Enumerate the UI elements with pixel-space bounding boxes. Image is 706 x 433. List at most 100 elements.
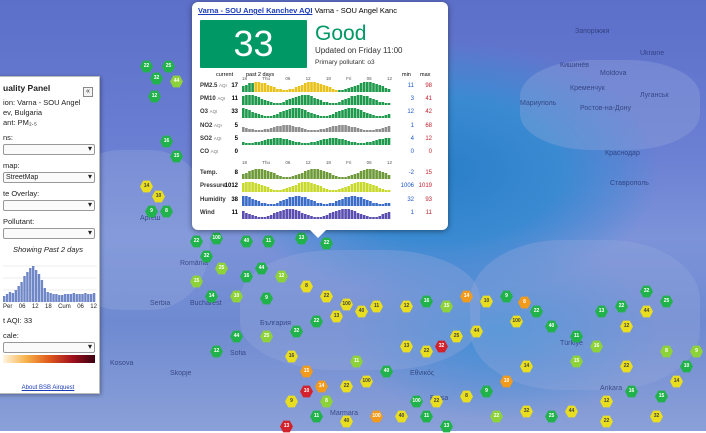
aqi-marker[interactable]: 40 [240, 235, 253, 248]
aqi-marker[interactable]: 12 [148, 90, 161, 103]
aqi-marker[interactable]: 14 [140, 180, 153, 193]
aqi-marker[interactable]: 44 [170, 75, 183, 88]
aqi-marker[interactable]: 15 [190, 275, 203, 288]
basemap-select[interactable]: StreetMap [3, 172, 95, 183]
aqi-marker[interactable]: 14 [205, 290, 218, 303]
pollutant-select[interactable] [3, 228, 95, 239]
aqi-marker[interactable]: 22 [320, 237, 333, 250]
aqi-marker[interactable]: 22 [420, 345, 433, 358]
aqi-marker[interactable]: 100 [210, 232, 223, 245]
aqi-marker[interactable]: 22 [615, 300, 628, 313]
aqi-marker[interactable]: 9 [145, 205, 158, 218]
aqi-marker[interactable]: 40 [380, 365, 393, 378]
aqi-marker[interactable]: 25 [260, 330, 273, 343]
aqi-marker[interactable]: 10 [230, 290, 243, 303]
aqi-marker[interactable]: 13 [595, 305, 608, 318]
stations-select[interactable] [3, 144, 95, 155]
aqi-marker[interactable]: 32 [435, 340, 448, 353]
aqi-marker[interactable]: 11 [350, 355, 363, 368]
aqi-marker[interactable]: 25 [450, 330, 463, 343]
about-link[interactable]: About BSB Airquest [21, 385, 75, 391]
aqi-marker[interactable]: 25 [162, 60, 175, 73]
aqi-marker[interactable]: 10 [680, 360, 693, 373]
aqi-marker[interactable]: 32 [520, 405, 533, 418]
aqi-marker[interactable]: 15 [570, 355, 583, 368]
aqi-marker[interactable]: 32 [650, 410, 663, 423]
station-link[interactable]: Varna - SOU Angel Kanchev AQI [198, 6, 313, 15]
aqi-marker[interactable]: 40 [545, 320, 558, 333]
aqi-marker[interactable]: 8 [518, 296, 531, 309]
aqi-marker[interactable]: 12 [400, 300, 413, 313]
aqi-marker[interactable]: 12 [620, 320, 633, 333]
aqi-marker[interactable]: 11 [570, 330, 583, 343]
scale-select[interactable] [3, 342, 95, 353]
aqi-marker[interactable]: 14 [520, 360, 533, 373]
aqi-marker[interactable]: 12 [210, 345, 223, 358]
aqi-marker[interactable]: 13 [330, 310, 343, 323]
aqi-marker[interactable]: 14 [460, 290, 473, 303]
aqi-marker[interactable]: 11 [420, 410, 433, 423]
aqi-marker[interactable]: 13 [440, 420, 453, 433]
aqi-marker[interactable]: 16 [160, 135, 173, 148]
aqi-marker[interactable]: 25 [215, 262, 228, 275]
aqi-marker[interactable]: 15 [655, 390, 668, 403]
aqi-marker[interactable]: 100 [370, 410, 383, 423]
aqi-marker[interactable]: 100 [510, 315, 523, 328]
overlay-select[interactable] [3, 200, 95, 211]
aqi-marker[interactable]: 11 [310, 410, 323, 423]
aqi-marker[interactable]: 32 [150, 72, 163, 85]
aqi-marker[interactable]: 10 [500, 375, 513, 388]
aqi-marker[interactable]: 10 [480, 295, 493, 308]
aqi-marker[interactable]: 22 [140, 60, 153, 73]
aqi-marker[interactable]: 40 [395, 410, 408, 423]
aqi-marker[interactable]: 8 [460, 390, 473, 403]
aqi-marker[interactable]: 8 [300, 280, 313, 293]
aqi-marker[interactable]: 9 [690, 345, 703, 358]
aqi-marker[interactable]: 22 [490, 410, 503, 423]
aqi-marker[interactable]: 22 [620, 360, 633, 373]
aqi-marker[interactable]: 100 [340, 298, 353, 311]
aqi-marker[interactable]: 8 [320, 395, 333, 408]
aqi-marker[interactable]: 32 [290, 325, 303, 338]
aqi-marker[interactable]: 13 [280, 420, 293, 433]
aqi-marker[interactable]: 40 [340, 415, 353, 428]
aqi-marker[interactable]: 14 [315, 380, 328, 393]
aqi-marker[interactable]: 9 [260, 292, 273, 305]
aqi-marker[interactable]: 100 [360, 375, 373, 388]
aqi-marker[interactable]: 22 [600, 415, 613, 428]
aqi-marker[interactable]: 44 [255, 262, 268, 275]
aqi-marker[interactable]: 10 [152, 190, 165, 203]
aqi-marker[interactable]: 32 [200, 250, 213, 263]
aqi-marker[interactable]: 15 [170, 150, 183, 163]
aqi-marker[interactable]: 11 [370, 300, 383, 313]
aqi-marker[interactable]: 12 [600, 395, 613, 408]
aqi-marker[interactable]: 16 [285, 350, 298, 363]
aqi-marker[interactable]: 22 [430, 395, 443, 408]
aqi-marker[interactable]: 25 [660, 295, 673, 308]
aqi-marker[interactable]: 15 [440, 300, 453, 313]
aqi-marker[interactable]: 32 [640, 285, 653, 298]
aqi-marker[interactable]: 22 [340, 380, 353, 393]
aqi-marker[interactable]: 44 [230, 330, 243, 343]
aqi-marker[interactable]: 12 [275, 270, 288, 283]
aqi-marker[interactable]: 44 [565, 405, 578, 418]
aqi-marker[interactable]: 13 [400, 340, 413, 353]
aqi-marker[interactable]: 100 [410, 395, 423, 408]
aqi-marker[interactable]: 40 [355, 305, 368, 318]
aqi-marker[interactable]: 16 [240, 270, 253, 283]
aqi-marker[interactable]: 22 [310, 315, 323, 328]
aqi-marker[interactable]: 14 [670, 375, 683, 388]
aqi-marker[interactable]: 22 [530, 305, 543, 318]
aqi-marker[interactable]: 9 [285, 395, 298, 408]
aqi-marker[interactable]: 11 [262, 235, 275, 248]
aqi-marker[interactable]: 8 [160, 205, 173, 218]
aqi-marker[interactable]: 44 [640, 305, 653, 318]
aqi-marker[interactable]: 16 [420, 295, 433, 308]
aqi-marker[interactable]: 13 [295, 232, 308, 245]
aqi-marker[interactable]: 25 [545, 410, 558, 423]
aqi-marker[interactable]: 9 [500, 290, 513, 303]
aqi-marker[interactable]: 16 [625, 385, 638, 398]
aqi-marker[interactable]: 8 [660, 345, 673, 358]
collapse-icon[interactable]: « [83, 87, 93, 97]
aqi-marker[interactable]: 22 [320, 290, 333, 303]
